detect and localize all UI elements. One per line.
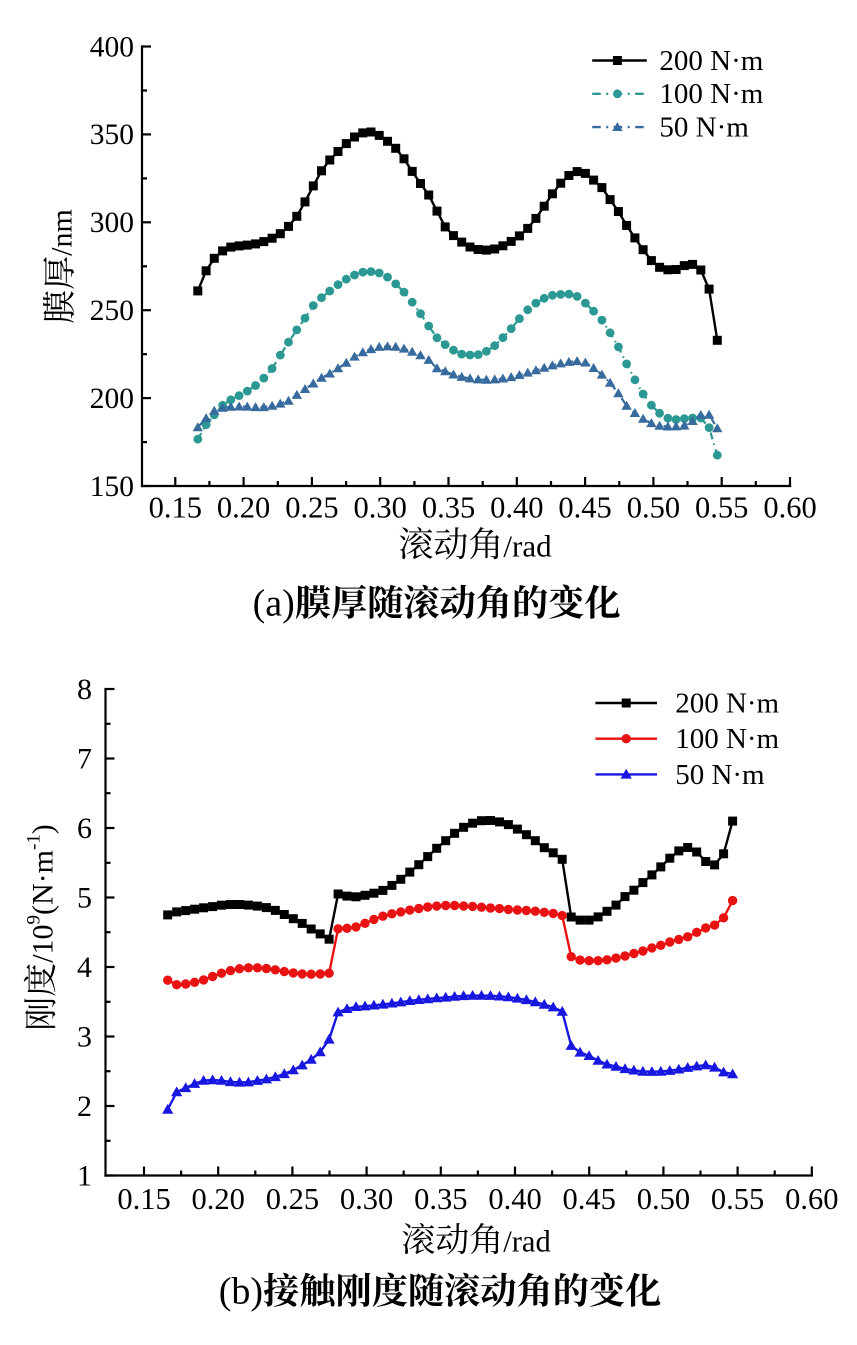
- svg-text:0.60: 0.60: [763, 491, 816, 525]
- svg-text:0.25: 0.25: [266, 1182, 319, 1216]
- svg-text:0.55: 0.55: [711, 1182, 764, 1216]
- svg-text:9: 9: [24, 915, 45, 925]
- svg-text:200: 200: [90, 383, 134, 415]
- svg-text:350: 350: [90, 119, 134, 151]
- svg-text:/10: /10: [27, 924, 60, 962]
- svg-text:0.40: 0.40: [488, 1182, 541, 1216]
- svg-text:0.15: 0.15: [149, 491, 202, 525]
- svg-text:2: 2: [77, 1090, 92, 1123]
- svg-text:/rad: /rad: [503, 1225, 550, 1259]
- svg-text:0.20: 0.20: [217, 491, 270, 525]
- svg-text:300: 300: [90, 207, 134, 239]
- svg-text:250: 250: [90, 295, 134, 327]
- svg-text:0.40: 0.40: [490, 491, 543, 525]
- svg-text:0.35: 0.35: [414, 1182, 467, 1216]
- svg-text:(b): (b): [219, 1271, 263, 1313]
- svg-text:100 N·m: 100 N·m: [675, 723, 779, 755]
- svg-text:(a): (a): [253, 583, 295, 625]
- svg-text:0.20: 0.20: [192, 1182, 245, 1216]
- svg-text:0.60: 0.60: [785, 1182, 838, 1216]
- svg-text:7: 7: [77, 742, 92, 775]
- svg-text:4: 4: [77, 951, 92, 984]
- svg-text:100 N·m: 100 N·m: [659, 78, 763, 110]
- svg-text:0.50: 0.50: [627, 491, 680, 525]
- svg-text:0.45: 0.45: [558, 491, 611, 525]
- svg-text:6: 6: [77, 812, 92, 845]
- svg-text:50 N·m: 50 N·m: [675, 759, 765, 791]
- svg-text:0.25: 0.25: [285, 491, 338, 525]
- svg-text:(N·m: (N·m: [27, 850, 60, 915]
- svg-text:0.15: 0.15: [117, 1182, 170, 1216]
- svg-text:-1: -1: [24, 834, 45, 850]
- svg-text:): ): [27, 824, 60, 834]
- svg-text:0.30: 0.30: [340, 1182, 393, 1216]
- svg-text:0.45: 0.45: [563, 1182, 616, 1216]
- svg-text:8: 8: [77, 673, 92, 706]
- svg-text:150: 150: [90, 471, 134, 503]
- svg-text:0.55: 0.55: [695, 491, 748, 525]
- svg-text:/nm: /nm: [45, 209, 78, 256]
- svg-text:0.50: 0.50: [637, 1182, 690, 1216]
- svg-text:0.30: 0.30: [354, 491, 407, 525]
- svg-text:5: 5: [77, 881, 92, 914]
- svg-text:/rad: /rad: [503, 529, 552, 564]
- svg-text:200 N·m: 200 N·m: [675, 687, 779, 719]
- svg-text:1: 1: [77, 1159, 92, 1192]
- svg-text:200 N·m: 200 N·m: [659, 45, 763, 77]
- svg-text:3: 3: [77, 1020, 92, 1053]
- svg-text:50 N·m: 50 N·m: [659, 112, 749, 144]
- svg-text:0.35: 0.35: [422, 491, 475, 525]
- svg-text:400: 400: [90, 31, 134, 63]
